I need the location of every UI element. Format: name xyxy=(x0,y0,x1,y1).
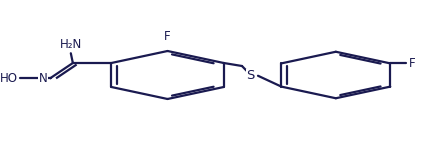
Text: H₂N: H₂N xyxy=(60,38,82,51)
Text: N: N xyxy=(38,72,47,84)
Text: S: S xyxy=(247,69,255,82)
Text: F: F xyxy=(164,30,171,43)
Text: HO: HO xyxy=(0,72,18,84)
Text: F: F xyxy=(409,57,415,70)
